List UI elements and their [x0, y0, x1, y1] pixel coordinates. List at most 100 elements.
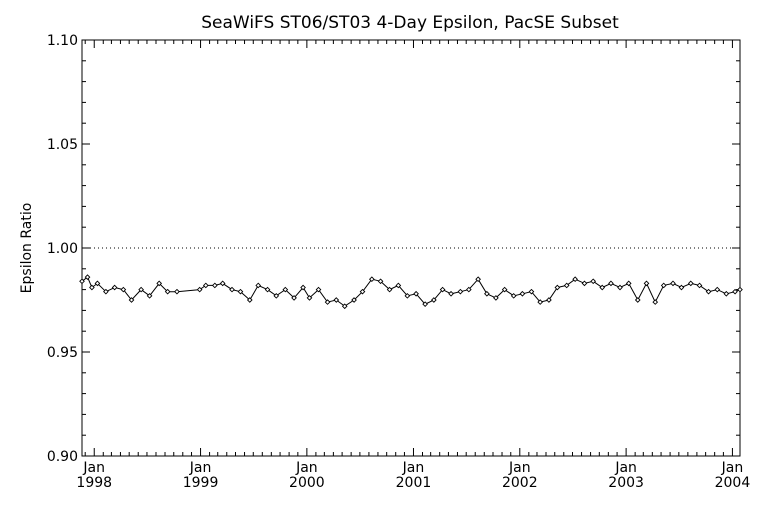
data-point [714, 286, 721, 293]
data-point [138, 286, 144, 293]
data-point [732, 288, 738, 295]
data-point [652, 299, 659, 305]
data-point [282, 286, 289, 293]
x-tick-month-label: Jan [721, 460, 744, 476]
data-point [510, 293, 517, 299]
x-tick-month-label: Jan [189, 460, 212, 476]
data-point [94, 280, 101, 287]
data-point [625, 280, 632, 287]
data-point [237, 288, 244, 295]
x-tick-year-label: 2001 [396, 475, 432, 491]
x-tick-month-label: Jan [508, 460, 531, 476]
data-point [617, 284, 623, 291]
data-point [79, 278, 85, 285]
x-tick-year-label: 2003 [608, 475, 644, 491]
data-point [219, 280, 226, 287]
y-tick-label: 1.00 [47, 241, 78, 257]
data-point [246, 297, 253, 303]
data-point [300, 284, 306, 291]
data-point [386, 286, 393, 293]
x-tick-month-label: Jan [82, 460, 105, 476]
data-point [377, 278, 384, 285]
series-line [81, 276, 741, 307]
y-axis-ticks: 0.90 0.95 1.00 1.05 1.10 [47, 33, 740, 465]
data-point [255, 282, 262, 289]
data-point [146, 293, 153, 299]
data-point [737, 286, 743, 293]
x-tick-month-label: Jan [614, 460, 637, 476]
data-point [333, 297, 340, 303]
x-tick-year-label: 2002 [502, 475, 538, 491]
data-point [643, 280, 650, 287]
data-point [634, 297, 641, 303]
data-point [660, 282, 667, 289]
data-point [457, 288, 464, 295]
data-point [431, 297, 437, 303]
data-point [404, 293, 411, 299]
data-point [475, 276, 481, 283]
data-point [202, 282, 209, 289]
data-point [395, 282, 402, 289]
x-tick-year-label: 1998 [76, 475, 112, 491]
data-point [111, 284, 118, 291]
data-point [696, 282, 703, 289]
x-tick-month-label: Jan [402, 460, 425, 476]
data-point [196, 286, 203, 293]
data-point [351, 297, 357, 303]
data-point [678, 284, 685, 291]
data-point [174, 288, 180, 295]
x-tick-month-label: Jan [295, 460, 318, 476]
data-point [413, 290, 419, 297]
data-point [528, 288, 535, 295]
data-point [519, 290, 526, 297]
x-axis-ticks: Jan1998Jan1999Jan2000Jan2001Jan2002Jan20… [76, 40, 750, 491]
data-point [546, 297, 552, 303]
data-point [493, 295, 499, 301]
data-point [465, 286, 472, 293]
data-point [291, 295, 297, 301]
y-tick-label: 0.95 [47, 345, 78, 361]
chart-title: SeaWiFS ST06/ST03 4-Day Epsilon, PacSE S… [201, 13, 619, 33]
data-point [599, 284, 606, 291]
data-point [368, 276, 375, 283]
data-point [341, 303, 348, 310]
data-point [264, 286, 271, 293]
data-point [572, 276, 578, 283]
data-point [422, 301, 428, 307]
data-point [537, 299, 544, 305]
data-point [484, 290, 490, 297]
data-point [439, 286, 446, 293]
data-point [306, 295, 313, 301]
data-series [79, 274, 743, 310]
data-point [84, 274, 91, 280]
y-axis-label: Epsilon Ratio [19, 203, 35, 294]
y-tick-label: 0.90 [47, 449, 78, 465]
x-tick-year-label: 2004 [715, 475, 751, 491]
y-tick-label: 1.05 [47, 137, 78, 153]
data-point [120, 286, 127, 293]
data-point [89, 284, 95, 291]
data-point [359, 288, 366, 295]
data-point [705, 288, 712, 295]
data-point [448, 290, 454, 297]
data-point [229, 286, 235, 293]
data-point [324, 299, 331, 305]
data-point [723, 290, 730, 297]
data-point [211, 282, 218, 289]
data-point [164, 288, 171, 295]
data-point [315, 286, 322, 293]
data-point [687, 280, 694, 287]
data-point [590, 278, 597, 285]
y-tick-label: 1.10 [47, 33, 78, 49]
data-point [670, 280, 676, 287]
x-tick-year-label: 1999 [183, 475, 219, 491]
data-point [103, 288, 109, 295]
data-point [554, 284, 561, 291]
data-point [608, 280, 614, 287]
x-tick-year-label: 2000 [289, 475, 325, 491]
data-point [501, 286, 508, 293]
data-point [273, 293, 280, 299]
data-point [128, 297, 135, 303]
data-point [581, 280, 588, 287]
